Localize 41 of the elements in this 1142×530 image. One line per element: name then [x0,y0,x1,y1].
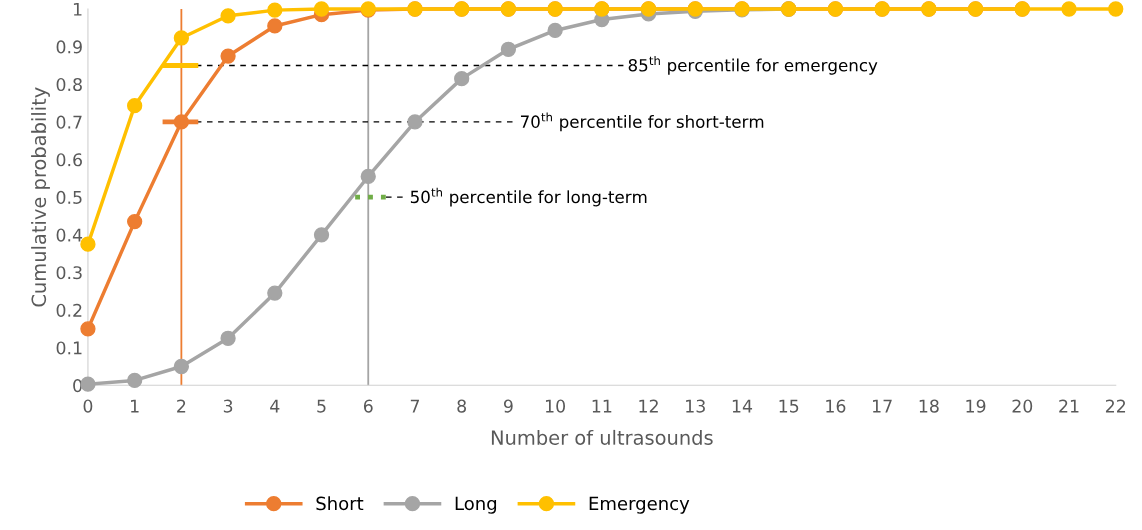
x-tick-label: 15 [779,399,799,413]
x-tick-label: 16 [826,399,846,413]
y-axis-title: Cumulative probability [31,87,50,307]
x-tick-label: 9 [503,399,513,413]
x-tick-label: 14 [732,399,753,413]
x-tick-label: 1 [131,399,139,413]
y-tick-label: 0.2 [56,303,82,317]
ref-line-label: 70$^{th}$ percentile for short-term [520,112,764,132]
x-tick-label: 12 [639,399,658,413]
x-tick-label: 3 [223,399,233,413]
x-tick-label: 10 [545,399,566,413]
legend-label: Short [316,496,364,511]
y-tick-label: 0.6 [56,153,82,167]
y-tick-label: 0.7 [56,115,82,129]
x-tick-label: 8 [457,399,467,413]
y-tick-label: 0.5 [56,190,82,204]
x-tick-label: 13 [686,399,705,413]
x-axis-title: Number of ultrasounds [491,429,713,445]
x-tick-label: 22 [1105,399,1126,413]
x-tick-label: 2 [177,399,186,413]
x-tick-label: 19 [966,399,986,413]
legend-label: Emergency [589,496,690,514]
x-tick-label: 5 [317,399,326,413]
y-tick-label: 0.4 [56,228,83,242]
x-tick-label: 18 [919,399,939,413]
x-tick-label: 6 [363,399,373,413]
x-tick-label: 21 [1059,399,1079,413]
ref-line-label: 85$^{th}$ percentile for emergency [628,56,878,75]
y-tick-label: 0.3 [56,266,82,280]
ref-line-label: 50$^{th}$ percentile for long-term [410,187,647,207]
legend-label: Long [455,496,497,514]
x-tick-label: 7 [410,399,419,413]
x-tick-label: 11 [592,399,612,413]
x-tick-label: 0 [83,399,93,413]
x-tick-label: 4 [270,399,280,413]
y-tick-label: 0.1 [56,341,82,355]
y-tick-label: 0.9 [56,40,82,54]
x-tick-label: 20 [1012,399,1033,413]
y-tick-label: 1 [73,2,82,16]
x-tick-label: 17 [873,399,892,413]
y-tick-label: 0.8 [56,77,82,92]
